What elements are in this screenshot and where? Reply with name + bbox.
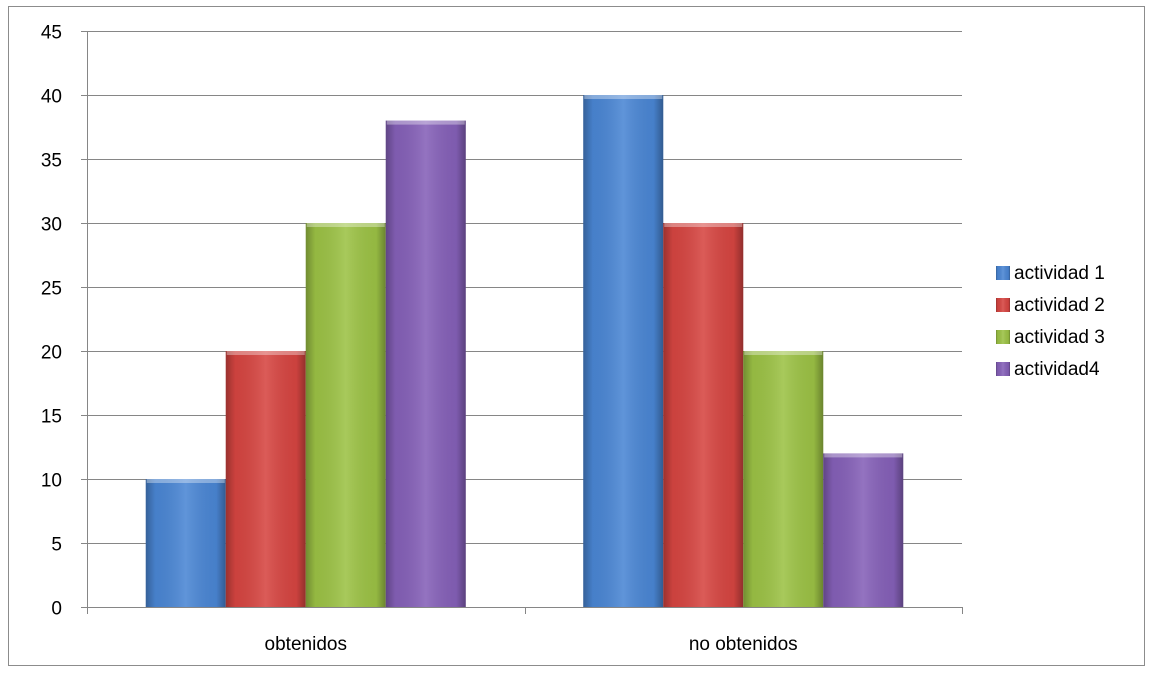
legend-item-actividad-1: actividad 1 <box>996 263 1105 284</box>
legend-label: actividad 2 <box>1014 295 1105 316</box>
legend-swatch-shading <box>996 362 1010 376</box>
axes <box>81 31 963 614</box>
bar-actividad-2-obtenidos <box>225 351 306 607</box>
legend-label: actividad 3 <box>1014 327 1105 348</box>
y-tick-label: 25 <box>41 279 62 300</box>
bar-shading <box>145 479 226 607</box>
bar-actividad4-no-obtenidos <box>823 453 904 607</box>
y-tick-label: 45 <box>41 23 62 44</box>
y-tick-label: 15 <box>41 407 62 428</box>
legend: actividad 1 actividad 2 actividad 3 activid… <box>996 263 1105 380</box>
y-tick-label: 35 <box>41 151 62 172</box>
bar-actividad-2-no-obtenidos <box>663 223 744 607</box>
y-tick-label: 40 <box>41 87 62 108</box>
bar-top-bevel <box>306 223 385 227</box>
x-category-label: no obtenidos <box>689 634 798 655</box>
bars <box>145 95 904 607</box>
legend-swatch-shading <box>996 298 1010 312</box>
bar-actividad-1-no-obtenidos <box>583 95 664 607</box>
y-tick-label: 30 <box>41 215 62 236</box>
y-tick-labels: 0 5 10 15 20 25 30 35 40 45 <box>41 23 62 620</box>
legend-item-actividad-3: actividad 3 <box>996 327 1105 348</box>
bar-actividad4-obtenidos <box>385 120 466 607</box>
legend-swatch-shading <box>996 330 1010 344</box>
y-tick-label: 0 <box>51 599 62 620</box>
legend-label: actividad 1 <box>1014 263 1105 284</box>
y-tick-label: 20 <box>41 343 62 364</box>
y-tick-label: 5 <box>51 535 62 556</box>
bar-actividad-3-no-obtenidos <box>743 351 824 607</box>
y-tick-label: 10 <box>41 471 62 492</box>
bar-actividad-3-obtenidos <box>305 223 386 607</box>
bar-shading <box>583 95 664 607</box>
bar-top-bevel <box>744 351 823 355</box>
bar-shading <box>385 120 466 607</box>
x-category-labels: obtenidos no obtenidos <box>265 634 798 655</box>
bar-shading <box>305 223 386 607</box>
bar-top-bevel <box>226 351 305 355</box>
legend-item-actividad4: actividad4 <box>996 359 1100 380</box>
legend-item-actividad-2: actividad 2 <box>996 295 1105 316</box>
x-category-label: obtenidos <box>265 634 347 655</box>
bar-shading <box>663 223 744 607</box>
bar-top-bevel <box>584 95 663 99</box>
bar-top-bevel <box>146 479 225 483</box>
bar-actividad-1-obtenidos <box>145 479 226 607</box>
bar-shading <box>823 453 904 607</box>
bar-shading <box>225 351 306 607</box>
legend-swatch-shading <box>996 266 1010 280</box>
bar-top-bevel <box>664 223 743 227</box>
bar-top-bevel <box>386 120 465 125</box>
bar-top-bevel <box>824 453 903 458</box>
legend-label: actividad4 <box>1014 359 1100 380</box>
bar-shading <box>743 351 824 607</box>
